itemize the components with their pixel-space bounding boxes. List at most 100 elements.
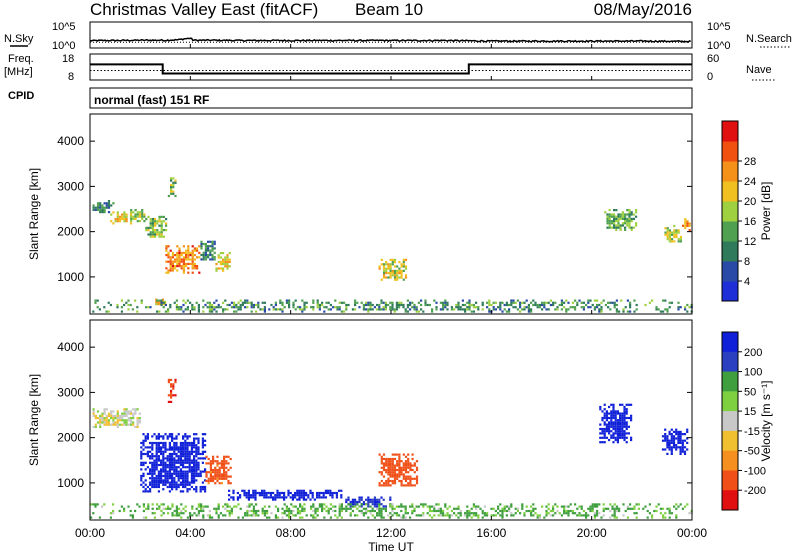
data-cell	[129, 509, 132, 513]
data-cell	[289, 491, 292, 495]
data-cell	[391, 263, 394, 266]
data-cell	[661, 439, 665, 442]
data-cell	[190, 461, 193, 464]
data-cell	[164, 507, 167, 510]
data-cell	[668, 301, 671, 304]
data-cell	[648, 503, 651, 506]
data-cell	[182, 452, 185, 456]
data-cell	[173, 459, 176, 462]
data-cell	[247, 491, 250, 495]
data-cell	[116, 417, 119, 420]
data-cell	[184, 441, 187, 445]
data-cell	[385, 482, 388, 485]
data-cell	[301, 308, 304, 311]
data-cell	[312, 301, 315, 304]
data-cell	[398, 457, 401, 461]
data-cell	[508, 509, 511, 513]
data-cell	[391, 482, 394, 485]
data-cell	[180, 260, 183, 263]
data-cell	[186, 437, 189, 440]
data-cell	[94, 417, 97, 420]
data-cell	[614, 419, 617, 422]
data-cell	[145, 218, 148, 221]
data-cell	[505, 514, 508, 517]
data-cell	[536, 516, 539, 519]
data-cell	[140, 441, 143, 445]
data-cell	[173, 452, 176, 456]
data-cell	[209, 249, 212, 252]
data-cell	[499, 301, 502, 304]
data-cell	[202, 258, 205, 261]
data-cell	[459, 512, 462, 515]
data-cell	[153, 485, 156, 489]
data-cell	[208, 301, 211, 304]
data-cell	[481, 509, 484, 513]
data-cell	[608, 222, 611, 225]
data-cell	[521, 503, 524, 506]
data-cell	[112, 419, 115, 422]
data-cell	[146, 452, 149, 456]
data-cell	[255, 303, 258, 307]
data-cell	[197, 450, 200, 453]
data-cell	[541, 505, 544, 508]
data-cell	[391, 258, 394, 261]
data-cell	[172, 181, 175, 184]
data-cell	[391, 308, 394, 311]
data-cell	[629, 503, 632, 506]
data-cell	[171, 446, 174, 449]
data-cell	[160, 435, 163, 438]
data-cell	[202, 306, 205, 309]
data-cell	[360, 512, 363, 515]
data-cell	[668, 229, 671, 232]
data-cell	[536, 514, 539, 517]
data-cell	[486, 301, 489, 304]
data-cell	[226, 258, 229, 261]
data-cell	[664, 448, 667, 451]
data-cell	[387, 462, 390, 465]
data-cell	[409, 505, 412, 508]
data-cell	[657, 308, 660, 311]
data-cell	[172, 177, 175, 180]
data-cell	[356, 301, 359, 304]
data-cell	[481, 303, 484, 307]
data-cell	[305, 306, 308, 309]
data-cell	[404, 460, 408, 463]
data-cell	[96, 306, 99, 309]
data-cell	[204, 479, 207, 482]
data-cell	[197, 308, 200, 311]
data-cell	[300, 494, 303, 497]
data-cell	[666, 437, 669, 440]
data-cell	[543, 303, 546, 307]
data-cell	[157, 463, 160, 467]
data-cell	[613, 301, 616, 304]
data-cell	[340, 507, 343, 510]
data-cell	[633, 507, 636, 510]
data-cell	[378, 503, 381, 506]
data-cell	[169, 249, 172, 252]
data-cell	[387, 468, 390, 472]
data-cell	[182, 455, 185, 458]
data-cell	[96, 208, 100, 211]
data-cell	[270, 303, 273, 307]
data-cell	[530, 310, 533, 313]
data-cell	[220, 460, 223, 463]
data-cell	[510, 301, 513, 304]
data-cell	[162, 446, 165, 449]
data-cell	[466, 308, 469, 311]
data-cell	[655, 308, 658, 311]
data-cell	[684, 226, 687, 230]
data-cell	[184, 477, 187, 480]
data-cell	[140, 452, 143, 456]
data-cell	[494, 301, 497, 304]
data-cell	[475, 512, 478, 515]
data-cell	[101, 421, 104, 424]
data-cell	[358, 505, 361, 508]
data-cell	[237, 306, 240, 309]
data-cell	[668, 439, 671, 442]
data-cell	[123, 414, 126, 417]
data-cell	[103, 208, 106, 211]
data-cell	[404, 512, 407, 515]
data-cell	[197, 303, 200, 307]
data-cell	[538, 303, 541, 307]
data-cell	[142, 463, 145, 467]
